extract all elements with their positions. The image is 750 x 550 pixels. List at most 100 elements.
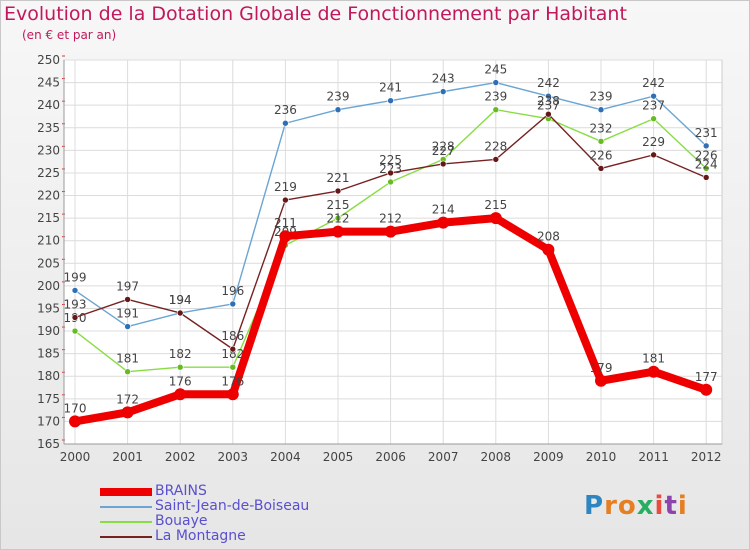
data-label-bouaye: 237 (537, 99, 560, 113)
data-label-brains: 181 (642, 352, 665, 366)
data-label-la-montagne: 228 (484, 139, 507, 153)
data-point-brains (489, 212, 502, 225)
x-tick-label: 2006 (375, 450, 406, 464)
y-tick-label: 190 (37, 324, 60, 338)
y-tick-label: 245 (37, 76, 60, 90)
x-tick-label: 2000 (60, 450, 91, 464)
data-label-bouaye: 215 (327, 198, 350, 212)
legend-item-brains: BRAINS (100, 483, 360, 499)
data-point-saint-jean-de-boiseau (545, 92, 552, 100)
data-label-bouaye: 182 (169, 347, 192, 361)
x-tick-label: 2005 (323, 450, 354, 464)
data-point-la-montagne (492, 156, 500, 163)
data-point-brains (700, 383, 713, 396)
data-label-brains: 214 (432, 203, 455, 217)
legend-label-brains: BRAINS (155, 483, 207, 499)
data-label-brains: 212 (327, 212, 350, 226)
data-point-brains (174, 388, 187, 401)
data-label-saint-jean-de-boiseau: 243 (432, 72, 455, 86)
data-point-saint-jean-de-boiseau (229, 300, 237, 308)
data-point-bouaye (650, 115, 657, 123)
y-tick-label: 205 (37, 256, 60, 270)
data-point-la-montagne (439, 160, 447, 168)
x-tick-label: 2007 (428, 450, 459, 464)
data-label-saint-jean-de-boiseau: 242 (537, 76, 560, 90)
data-label-saint-jean-de-boiseau: 245 (484, 63, 507, 77)
data-label-la-montagne: 238 (537, 94, 560, 108)
data-point-saint-jean-de-boiseau (71, 287, 79, 294)
data-label-saint-jean-de-boiseau: 239 (327, 90, 350, 104)
y-tick-label: 165 (37, 437, 60, 451)
y-tick-label: 175 (37, 392, 60, 406)
data-label-bouaye: 239 (484, 90, 507, 104)
data-label-saint-jean-de-boiseau: 191 (116, 307, 139, 321)
data-label-brains: 215 (484, 198, 507, 212)
y-tick-label: 210 (37, 234, 60, 248)
data-point-brains (69, 415, 81, 428)
data-label-la-montagne: 227 (432, 144, 455, 158)
data-label-brains: 170 (64, 401, 87, 415)
data-point-bouaye (702, 165, 710, 172)
logo-letter: i (677, 491, 688, 521)
y-tick-label: 235 (37, 121, 60, 135)
data-point-la-montagne (650, 151, 657, 159)
data-label-saint-jean-de-boiseau: 199 (64, 270, 87, 284)
data-label-la-montagne: 194 (169, 293, 192, 307)
data-label-bouaye: 228 (432, 139, 455, 153)
proxiti-logo: Proxiti (584, 491, 688, 521)
data-label-bouaye: 182 (221, 347, 244, 361)
data-label-brains: 179 (590, 361, 613, 375)
data-point-saint-jean-de-boiseau (282, 119, 289, 127)
x-tick-label: 2003 (218, 450, 249, 464)
y-tick-label: 170 (37, 414, 60, 428)
x-tick-label: 2004 (270, 450, 301, 464)
y-tick-label: 230 (37, 143, 60, 157)
data-label-brains: 212 (379, 212, 402, 226)
data-label-la-montagne: 197 (116, 279, 139, 293)
y-tick-label: 225 (37, 166, 60, 180)
x-tick-label: 2001 (112, 450, 143, 464)
legend-item-saint-jean-de-boiseau: Saint-Jean-de-Boiseau (100, 498, 360, 514)
data-label-bouaye: 226 (695, 148, 718, 162)
logo-letter: i (654, 491, 665, 521)
data-label-la-montagne: 224 (695, 157, 718, 171)
logo-letter: t (664, 491, 678, 521)
x-tick-label: 2009 (533, 450, 564, 464)
data-point-bouaye (229, 363, 237, 371)
logo-letter: x (636, 491, 655, 521)
data-label-brains: 172 (116, 392, 139, 406)
data-point-saint-jean-de-boiseau (702, 142, 710, 150)
legend-label-bouaye: Bouaye (155, 513, 208, 529)
data-label-saint-jean-de-boiseau: 241 (379, 81, 402, 95)
plot-area (63, 59, 723, 445)
data-label-saint-jean-de-boiseau: 194 (169, 293, 192, 307)
x-tick-label: 2012 (691, 450, 722, 464)
x-tick-label: 2010 (586, 450, 617, 464)
y-tick-label: 220 (37, 189, 60, 203)
y-tick-label: 200 (37, 279, 60, 293)
data-label-bouaye: 237 (642, 99, 665, 113)
data-label-saint-jean-de-boiseau: 196 (221, 284, 244, 298)
logo-letter: r (604, 491, 618, 521)
x-tick-label: 2008 (481, 450, 512, 464)
data-label-brains: 208 (537, 230, 560, 244)
data-point-saint-jean-de-boiseau (387, 97, 394, 104)
data-point-la-montagne (702, 174, 710, 181)
y-tick-label: 185 (37, 347, 60, 361)
data-label-brains: 211 (274, 216, 297, 230)
data-label-saint-jean-de-boiseau: 242 (642, 76, 665, 90)
data-point-la-montagne (282, 196, 289, 204)
data-label-bouaye: 181 (116, 352, 139, 366)
data-label-brains: 176 (221, 374, 244, 388)
data-point-bouaye (597, 138, 605, 145)
legend-item-la-montagne: La Montagne (100, 528, 360, 544)
data-point-bouaye (124, 368, 131, 376)
x-tick-label: 2002 (165, 450, 196, 464)
y-tick-label: 195 (37, 301, 60, 315)
data-point-brains (226, 388, 239, 401)
data-label-bouaye: 232 (590, 121, 613, 135)
data-point-brains (595, 374, 607, 387)
chart-title: Evolution de la Dotation Globale de Fonc… (4, 3, 627, 25)
data-point-brains (437, 216, 450, 229)
